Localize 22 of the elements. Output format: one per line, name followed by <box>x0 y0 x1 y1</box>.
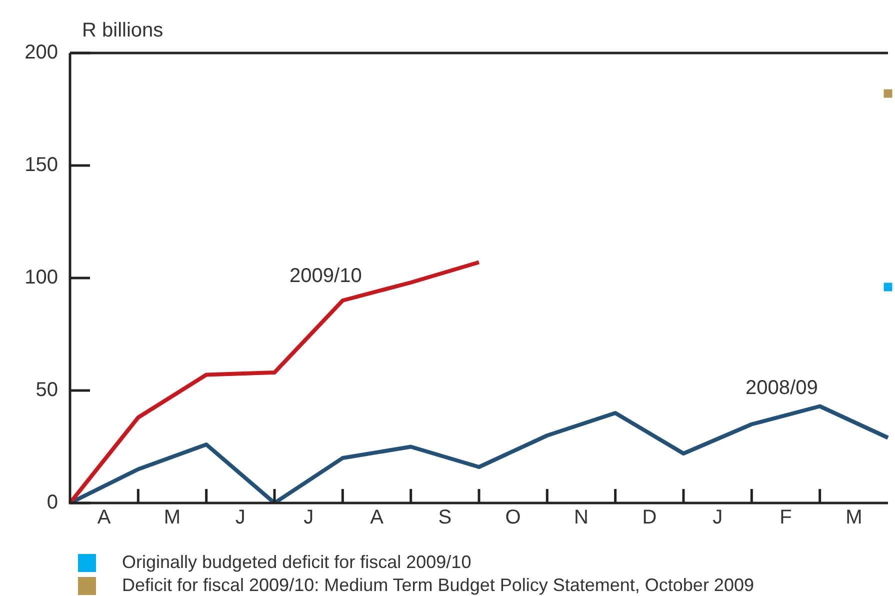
series-label: 2009/10 <box>290 265 362 288</box>
legend-label: Originally budgeted deficit for fiscal 2009/10 <box>122 552 472 573</box>
x-tick-label: D <box>642 506 657 529</box>
series-label: 2008/09 <box>746 376 818 399</box>
x-tick-label: J <box>235 506 246 529</box>
x-tick-label: O <box>505 506 521 529</box>
y-tick-label: 50 <box>36 379 58 402</box>
y-axis-title: R billions <box>82 20 164 42</box>
x-tick-label: M <box>846 506 862 529</box>
y-tick-label: 100 <box>24 266 58 289</box>
legend-label: Deficit for fiscal 2009/10: Medium Term Budget Policy Statement, October 2009 <box>122 575 754 596</box>
x-tick-label: J <box>304 506 314 529</box>
y-tick-label: 150 <box>24 154 58 176</box>
x-tick-label: A <box>370 506 384 529</box>
y-tick-label: 0 <box>46 492 58 514</box>
x-tick-label: A <box>97 506 112 529</box>
x-tick-label: M <box>164 506 181 529</box>
x-tick-label: F <box>780 506 792 529</box>
x-tick-label: S <box>438 506 452 529</box>
x-tick-label: N <box>574 506 588 529</box>
x-tick-label: J <box>712 506 723 529</box>
y-tick-label: 200 <box>24 42 58 64</box>
